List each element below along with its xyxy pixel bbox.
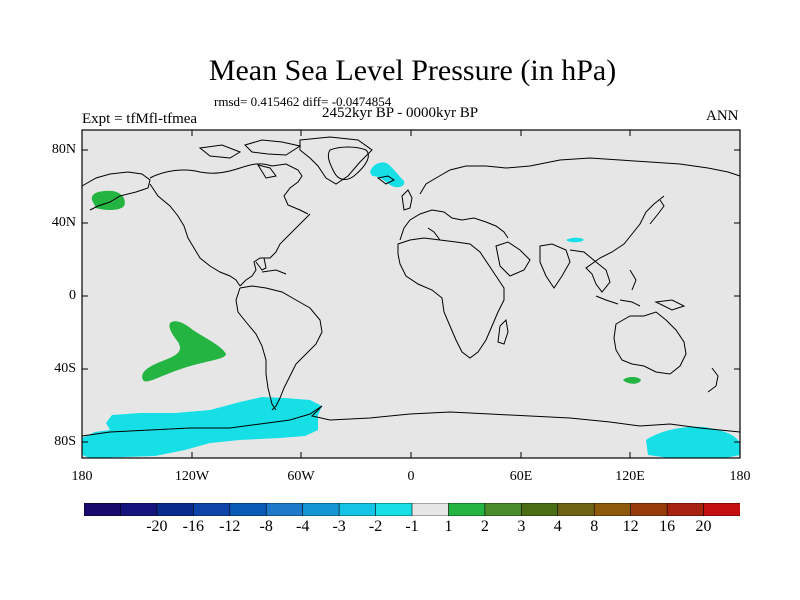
- colorbar-swatch: [703, 503, 740, 516]
- colorbar-swatch: [302, 503, 340, 516]
- lon-label: 60W: [287, 469, 315, 484]
- colorbar-swatch: [484, 503, 523, 516]
- colorbar-label: -12: [219, 518, 241, 535]
- lat-label: 40S: [54, 361, 76, 376]
- colorbar-label: -20: [146, 518, 168, 535]
- colorbar-swatch: [448, 503, 486, 516]
- stats-text: rmsd= 0.415462 diff= -0.0474854: [214, 94, 392, 109]
- lon-label: 120E: [615, 469, 645, 484]
- lon-label: 180: [729, 469, 751, 484]
- colorbar-label: 1: [444, 518, 453, 535]
- colorbar-swatch: [156, 503, 195, 516]
- colorbar-swatch: [193, 503, 231, 516]
- colorbar-swatch: [521, 503, 559, 516]
- period-text: 2452kyr BP - 0000kyr BP: [322, 105, 479, 121]
- colorbar-label: -4: [295, 518, 310, 535]
- lon-label: 60E: [509, 469, 533, 484]
- lon-label: 0: [407, 469, 415, 484]
- colorbar-swatch: [229, 503, 268, 516]
- colorbar-label: 4: [553, 518, 562, 535]
- colorbar-swatch: [411, 503, 450, 516]
- colorbar-swatch: [265, 503, 304, 516]
- anomaly-cyan-south-east: [646, 426, 740, 458]
- colorbar-label: 3: [517, 518, 526, 535]
- colorbar-swatch: [630, 503, 668, 516]
- colorbar: [84, 503, 740, 516]
- anomaly-cyan-greenland-sea: [370, 162, 405, 188]
- anomaly-cyan-tibet: [566, 237, 584, 243]
- colorbar-swatch: [84, 503, 122, 516]
- colorbar-label: -2: [368, 518, 383, 535]
- lon-label: 180: [71, 469, 93, 484]
- colorbar-label: -16: [182, 518, 204, 535]
- colorbar-swatch: [666, 503, 705, 516]
- lat-label: 40N: [51, 215, 76, 230]
- colorbar-label: 8: [590, 518, 599, 535]
- lon-label: 120W: [174, 469, 210, 484]
- coastlines: [81, 136, 741, 437]
- lat-label: 80N: [51, 142, 76, 157]
- experiment-label: Expt = tfMfl-tfmea: [82, 111, 198, 127]
- colorbar-label: 16: [659, 518, 676, 535]
- colorbar-swatch: [338, 503, 377, 516]
- colorbar-swatch: [375, 503, 413, 516]
- map-background: [82, 130, 740, 458]
- anomaly-green-south-pacific: [142, 321, 226, 382]
- season-label: ANN: [706, 108, 739, 124]
- colorbar-swatch: [593, 503, 632, 516]
- colorbar-label: -8: [259, 518, 273, 535]
- colorbar-label: 20: [695, 518, 712, 535]
- colorbar-label: 2: [480, 518, 489, 535]
- axis-ticks: [81, 130, 741, 458]
- colorbar-swatch: [557, 503, 596, 516]
- map-title: Mean Sea Level Pressure (in hPa): [208, 54, 617, 87]
- lat-label: 80S: [54, 434, 76, 449]
- lat-label: 0: [69, 288, 76, 303]
- colorbar-label: 12: [622, 518, 639, 535]
- colorbar-label: -1: [405, 518, 419, 535]
- anomaly-green-indian-ocean: [623, 377, 641, 384]
- colorbar-label: -3: [332, 518, 346, 535]
- colorbar-swatch: [120, 503, 158, 516]
